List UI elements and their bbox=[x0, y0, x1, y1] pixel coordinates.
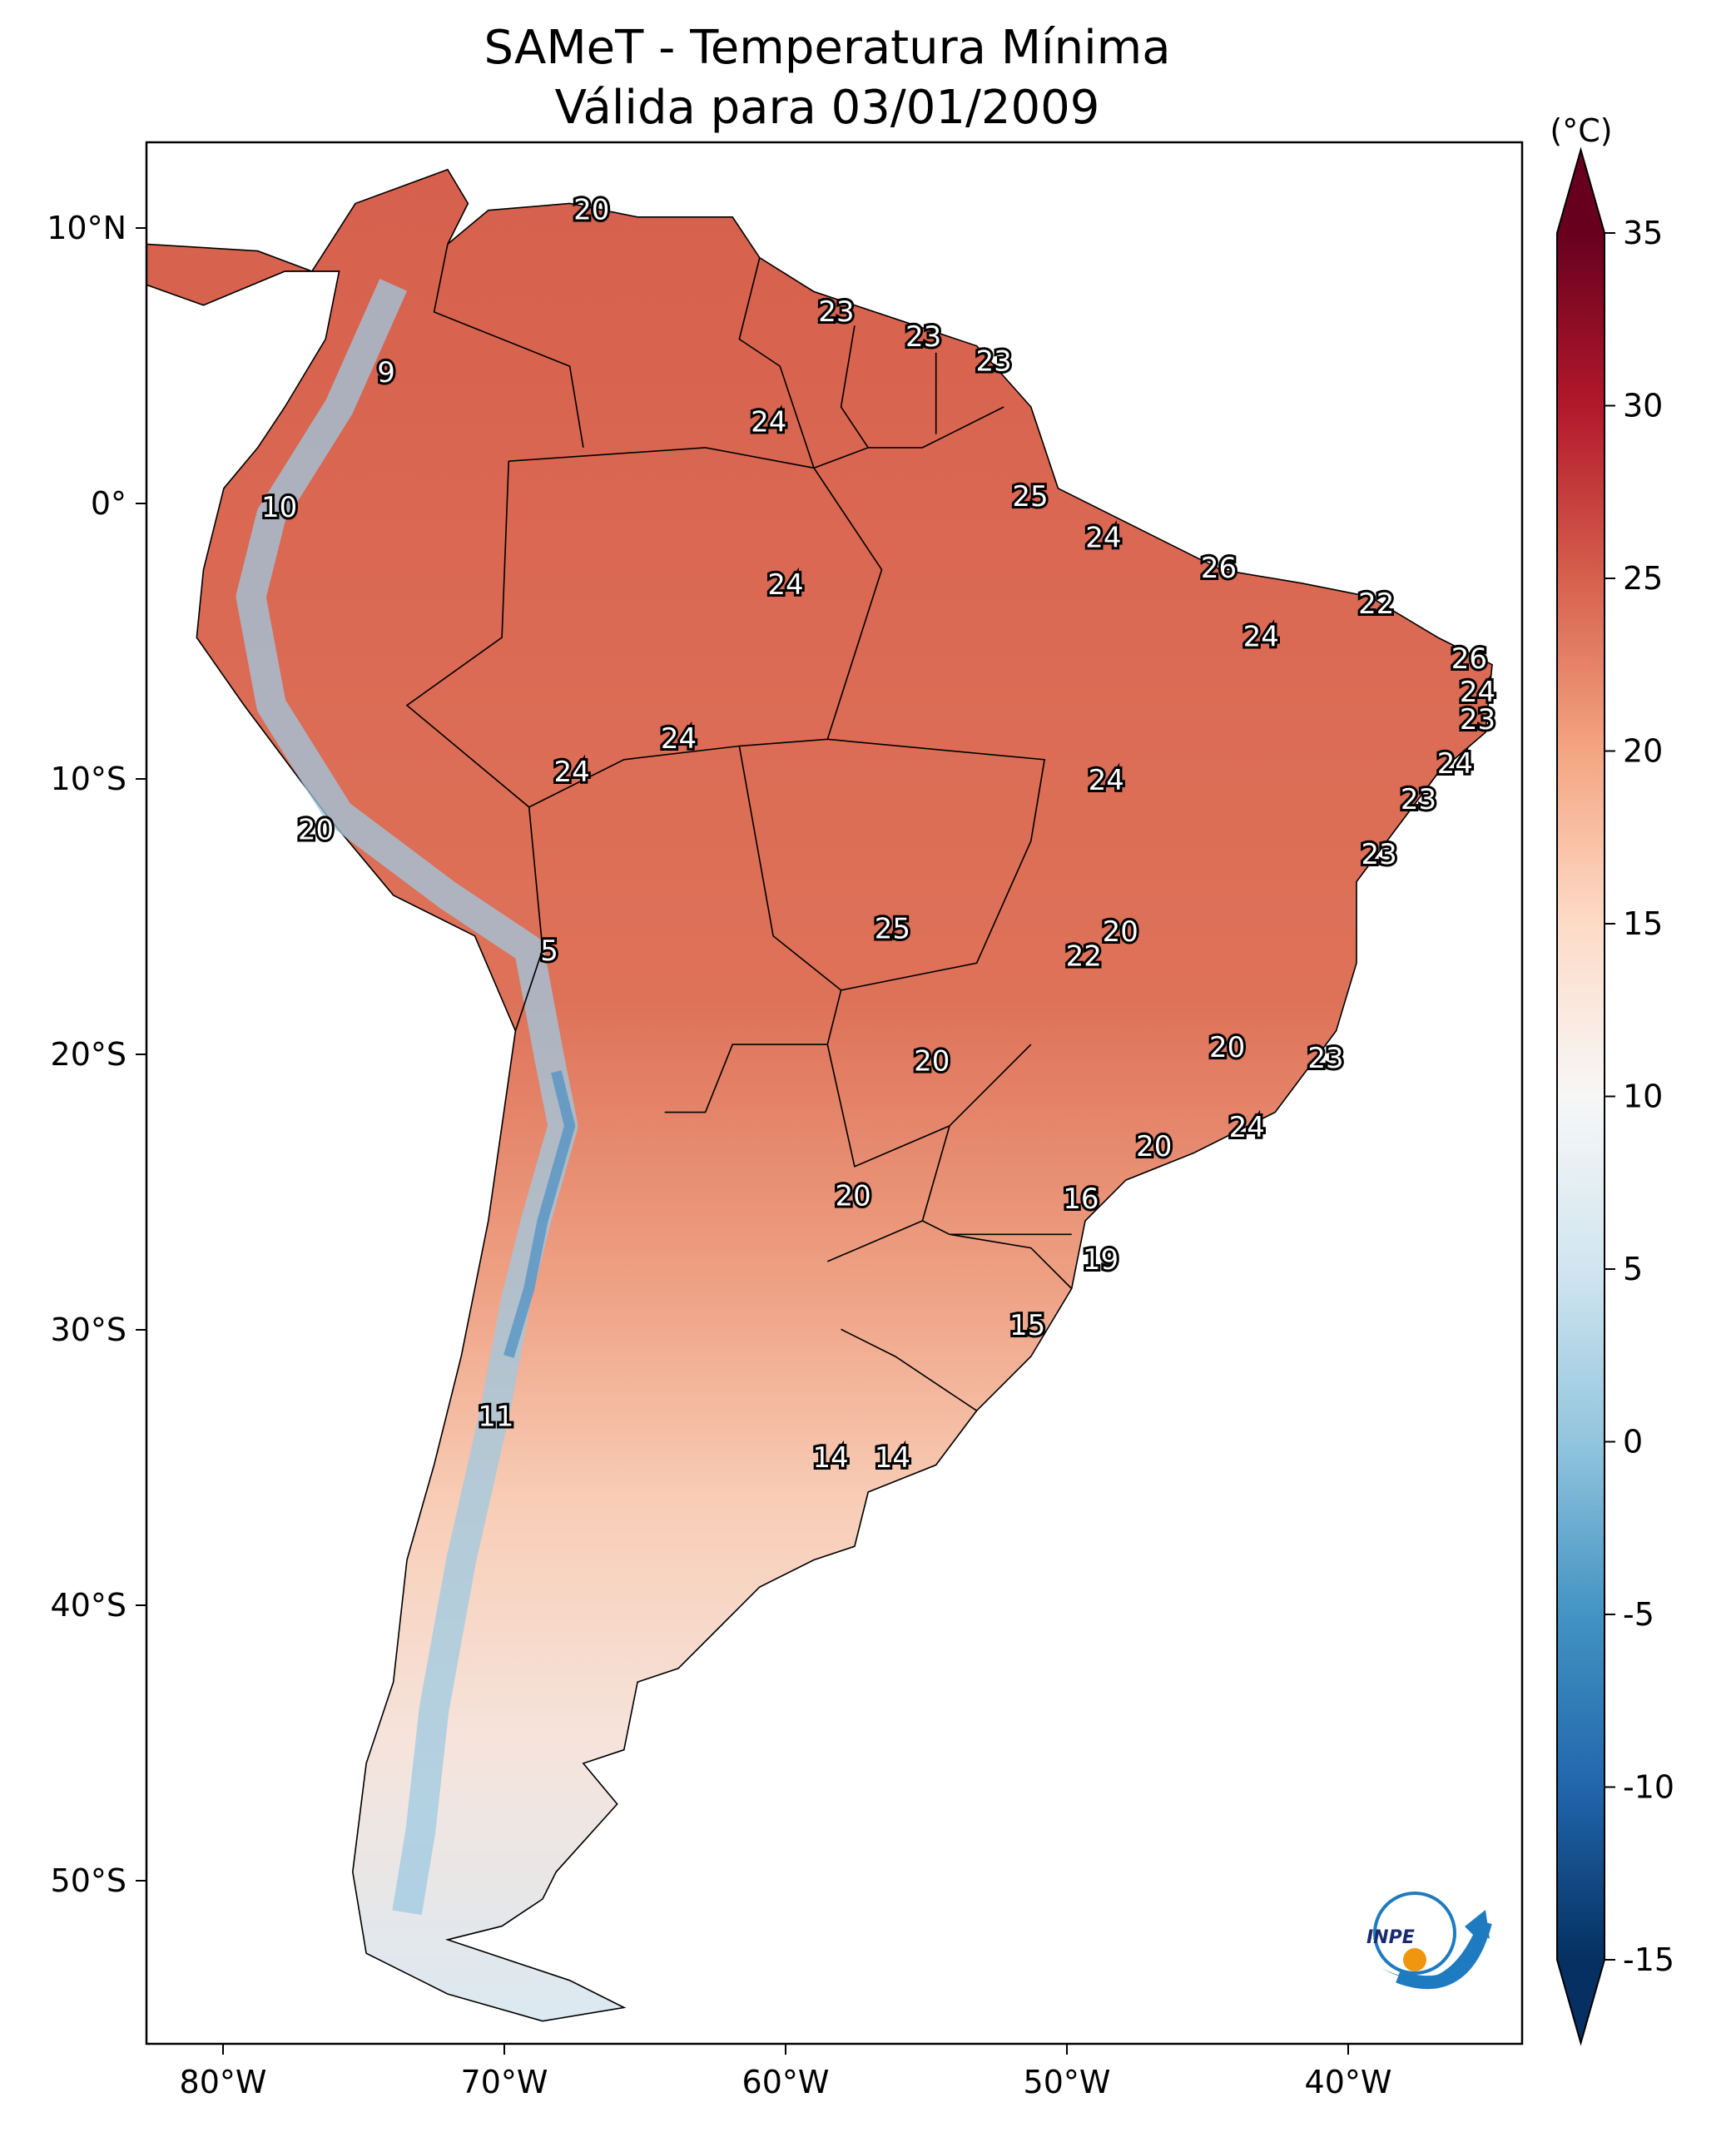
station-value-label: 25 bbox=[1012, 480, 1048, 513]
station-value-label: 14 bbox=[812, 1441, 848, 1475]
station-value-label: 20 bbox=[1103, 915, 1138, 949]
andes-cold-band bbox=[236, 279, 578, 1916]
lat-tick-label: 10°S bbox=[51, 761, 126, 797]
lon-tick-label: 80°W bbox=[180, 2064, 267, 2100]
colorbar: (°C) -15 -10 -5 0 5 10 15 20 25 30 35 bbox=[1550, 112, 1674, 2046]
logo-arrow-icon bbox=[1381, 1910, 1490, 1980]
latitude-axis: 10°N 0° 10°S 20°S 30°S 40°S 50°S bbox=[47, 210, 146, 1899]
station-value-label: 24 bbox=[751, 406, 786, 439]
longitude-axis: 80°W 70°W 60°W 50°W 40°W bbox=[180, 2044, 1392, 2100]
station-value-label: 23 bbox=[1460, 703, 1495, 736]
colorbar-ticks: -15 -10 -5 0 5 10 15 20 25 30 35 bbox=[1605, 215, 1674, 1978]
station-value-label: 20 bbox=[835, 1180, 870, 1213]
station-value-label: 16 bbox=[1063, 1183, 1099, 1216]
colorbar-tick-label: 10 bbox=[1623, 1078, 1663, 1115]
station-value-label: 22 bbox=[1066, 940, 1102, 974]
colorbar-tick-label: 20 bbox=[1623, 733, 1663, 770]
station-value-label: 24 bbox=[553, 756, 589, 789]
station-value-label: 26 bbox=[1451, 642, 1487, 676]
title-line-1: SAMeT - Temperatura Mínima bbox=[484, 21, 1170, 75]
station-value-label: 24 bbox=[1243, 621, 1279, 654]
lat-tick-label: 0° bbox=[91, 485, 126, 522]
station-value-label: 23 bbox=[905, 320, 941, 354]
station-value-label: 15 bbox=[1009, 1309, 1045, 1342]
station-value-label: 22 bbox=[1358, 588, 1394, 621]
station-value-label: 20 bbox=[1136, 1130, 1172, 1163]
lat-tick-label: 40°S bbox=[51, 1587, 126, 1624]
station-value-label: 24 bbox=[661, 722, 697, 756]
map-frame bbox=[145, 141, 1524, 2045]
station-value-label: 5 bbox=[540, 935, 558, 968]
andes-coldest-band bbox=[503, 1070, 576, 1358]
colorbar-tick-label: 35 bbox=[1623, 215, 1663, 251]
lat-tick-label: 10°N bbox=[47, 210, 126, 246]
colorbar-gradient bbox=[1557, 233, 1605, 1960]
station-value-label: 23 bbox=[818, 295, 854, 329]
station-value-label: 24 bbox=[1089, 764, 1124, 797]
south-america-land bbox=[146, 168, 1493, 2022]
station-value-label: 26 bbox=[1201, 552, 1237, 585]
station-value-label: 23 bbox=[1307, 1042, 1343, 1075]
station-value-label: 9 bbox=[377, 356, 395, 389]
colorbar-extend-max bbox=[1557, 150, 1605, 233]
station-value-label: 23 bbox=[1362, 838, 1397, 871]
colorbar-tick-label: 25 bbox=[1623, 560, 1663, 597]
logo-sun-icon bbox=[1403, 1948, 1426, 1971]
colorbar-tick-label: 30 bbox=[1623, 388, 1663, 424]
station-value-label: 11 bbox=[478, 1400, 513, 1433]
lat-tick-label: 50°S bbox=[51, 1862, 126, 1899]
station-value-label: 23 bbox=[975, 345, 1011, 379]
logo-swoosh-icon bbox=[1396, 1920, 1492, 1990]
lon-tick-label: 60°W bbox=[742, 2064, 830, 2100]
lon-tick-label: 40°W bbox=[1305, 2064, 1392, 2100]
station-value-label: 24 bbox=[767, 568, 803, 602]
station-value-label: 24 bbox=[1229, 1111, 1265, 1144]
colorbar-tick-label: 0 bbox=[1623, 1424, 1643, 1460]
station-value-label: 10 bbox=[261, 491, 297, 524]
colorbar-tick-label: -10 bbox=[1623, 1769, 1674, 1806]
colorbar-tick-label: 15 bbox=[1623, 905, 1663, 942]
map-area bbox=[146, 168, 1493, 2022]
colorbar-unit-label: (°C) bbox=[1550, 112, 1612, 149]
station-value-label: 24 bbox=[1437, 747, 1473, 781]
lat-tick-label: 30°S bbox=[51, 1312, 126, 1348]
station-value-label: 23 bbox=[1401, 783, 1436, 816]
station-value-label: 25 bbox=[875, 913, 910, 946]
station-value-label: 20 bbox=[1209, 1031, 1245, 1064]
station-value-label: 24 bbox=[1460, 676, 1495, 709]
lon-tick-label: 70°W bbox=[461, 2064, 548, 2100]
station-value-label: 24 bbox=[1085, 522, 1121, 555]
station-value-label: 20 bbox=[298, 813, 334, 846]
station-value-label: 20 bbox=[914, 1044, 950, 1078]
title-line-2: Válida para 03/01/2009 bbox=[555, 81, 1100, 135]
logo-orbit-icon bbox=[1373, 1892, 1456, 1975]
inpe-logo: INPE bbox=[1366, 1892, 1492, 1990]
colorbar-extend-min bbox=[1557, 1960, 1605, 2043]
station-value-label: 19 bbox=[1083, 1243, 1118, 1277]
lat-tick-label: 20°S bbox=[51, 1036, 126, 1073]
station-value-label: 14 bbox=[875, 1441, 910, 1475]
station-value-label: 20 bbox=[573, 194, 609, 227]
colorbar-tick-label: -15 bbox=[1623, 1941, 1674, 1978]
country-borders bbox=[405, 244, 1073, 1411]
colorbar-tick-label: 5 bbox=[1623, 1251, 1643, 1287]
lon-tick-label: 50°W bbox=[1024, 2064, 1111, 2100]
logo-text: INPE bbox=[1366, 1927, 1415, 1948]
colorbar-tick-label: -5 bbox=[1623, 1596, 1654, 1633]
